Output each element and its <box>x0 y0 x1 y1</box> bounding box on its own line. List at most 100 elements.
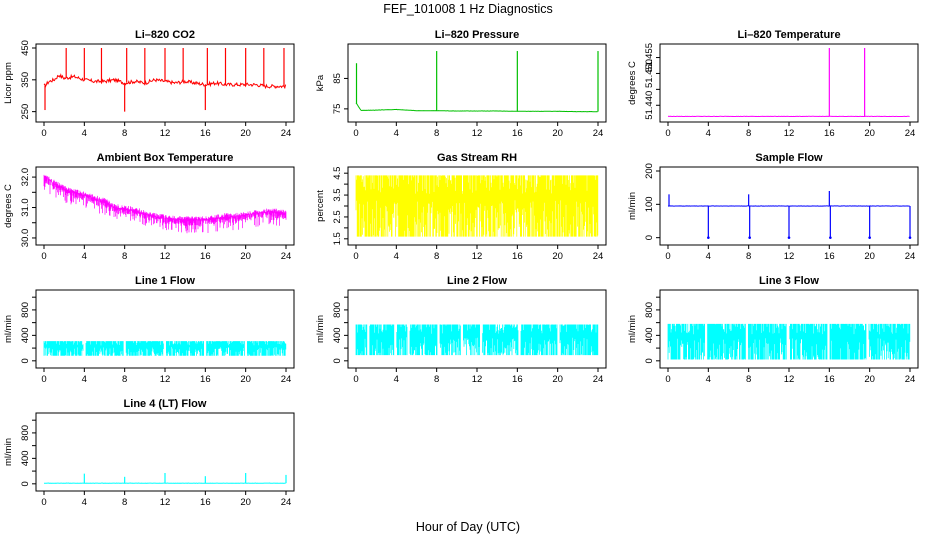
data-band <box>667 323 911 360</box>
panel-title: Line 3 Flow <box>759 275 819 287</box>
data-point <box>908 236 912 239</box>
x-tick-label: 4 <box>706 251 711 262</box>
x-tick-label: 4 <box>82 128 87 139</box>
x-tick-label: 20 <box>552 128 563 139</box>
x-tick-label: 12 <box>160 497 171 508</box>
x-tick-label: 24 <box>905 251 916 262</box>
x-tick-label: 16 <box>512 374 523 385</box>
y-axis-label: kPa <box>315 74 326 91</box>
x-tick-label: 4 <box>82 374 87 385</box>
x-tick-label: 24 <box>281 251 292 262</box>
data-band <box>355 175 599 237</box>
y-tick-label: 51.440 <box>644 91 655 120</box>
x-tick-label: 24 <box>905 128 916 139</box>
y-tick-label: 51.455 <box>644 43 655 72</box>
x-tick-label: 12 <box>784 128 795 139</box>
y-tick-label: 0 <box>20 481 31 486</box>
figure-title: FEF_101008 1 Hz Diagnostics <box>383 2 553 16</box>
y-tick-label: 31.0 <box>20 198 31 217</box>
y-tick-label: 32.0 <box>20 168 31 187</box>
x-tick-label: 0 <box>41 128 46 139</box>
chart-panel: Li–820 Pressure kPa 0 4 8 12 16 20 24 75 85 <box>315 29 607 139</box>
chart-panel: Gas Stream RH percent 0 4 8 12 16 20 24 1.5 2.5 3.5… <box>315 152 607 262</box>
data-point <box>829 236 832 239</box>
panel-title: Ambient Box Temperature <box>97 152 234 164</box>
x-tick-label: 20 <box>240 128 251 139</box>
x-tick-label: 0 <box>41 374 46 385</box>
data-series <box>43 174 287 234</box>
panel-title: Line 4 (LT) Flow <box>124 398 207 410</box>
x-tick-label: 12 <box>472 128 483 139</box>
y-tick-label: 400 <box>332 327 343 343</box>
plot-frame <box>347 43 607 123</box>
chart-panel: Line 4 (LT) Flow ml/min 0 4 8 12 16 20 24 0 400 800 <box>3 398 295 508</box>
x-tick-label: 16 <box>200 374 211 385</box>
x-tick-label: 24 <box>281 497 292 508</box>
plot-frame <box>35 166 295 246</box>
panel-title: Li–820 Pressure <box>435 29 519 41</box>
panel-title: Line 2 Flow <box>447 275 507 287</box>
y-tick-label: 2.5 <box>332 210 343 223</box>
x-tick-label: 8 <box>746 374 751 385</box>
x-tick-label: 16 <box>512 251 523 262</box>
data-series <box>355 102 598 113</box>
x-tick-label: 16 <box>512 128 523 139</box>
chart-panel: Line 1 Flow ml/min 0 4 8 12 16 20 24 0 400 800 <box>3 275 295 385</box>
data-point <box>787 236 791 239</box>
y-tick-label: 800 <box>20 425 31 441</box>
y-tick-label: 0 <box>332 358 343 363</box>
x-tick-label: 8 <box>122 251 127 262</box>
x-tick-label: 24 <box>593 374 604 385</box>
x-tick-label: 24 <box>905 374 916 385</box>
y-axis-label: ml/min <box>3 438 14 466</box>
data-point <box>748 236 751 239</box>
y-axis-label: degrees C <box>3 184 14 228</box>
x-tick-label: 12 <box>160 251 171 262</box>
x-tick-label: 8 <box>434 128 439 139</box>
x-tick-label: 12 <box>160 374 171 385</box>
chart-panel: Li–820 Temperature degrees C 0 4 8 12 16 20 24 51… <box>627 29 919 139</box>
x-tick-label: 16 <box>824 374 835 385</box>
x-tick-label: 12 <box>472 374 483 385</box>
x-tick-label: 4 <box>394 251 399 262</box>
y-axis-label: degrees C <box>627 61 638 105</box>
x-tick-label: 4 <box>394 374 399 385</box>
y-tick-label: 30.0 <box>20 229 31 248</box>
y-tick-label: 400 <box>20 327 31 343</box>
x-tick-label: 0 <box>353 128 358 139</box>
x-tick-label: 0 <box>353 251 358 262</box>
data-point <box>707 236 710 239</box>
panel-title: Sample Flow <box>755 152 823 164</box>
x-tick-label: 8 <box>746 128 751 139</box>
x-tick-label: 4 <box>706 374 711 385</box>
y-axis-label: percent <box>315 190 326 222</box>
x-tick-label: 0 <box>41 251 46 262</box>
panel-title: Li–820 CO2 <box>135 29 195 41</box>
y-tick-label: 350 <box>20 72 31 88</box>
chart-panel: Sample Flow ml/min 0 4 8 12 16 20 24 0 100 200 <box>627 152 919 262</box>
x-tick-label: 24 <box>281 128 292 139</box>
x-tick-label: 0 <box>665 128 670 139</box>
x-tick-label: 24 <box>281 374 292 385</box>
y-tick-label: 4.5 <box>332 167 343 180</box>
chart-panel: Line 3 Flow ml/min 0 4 8 12 16 20 24 0 400 800 <box>627 275 919 385</box>
x-tick-label: 16 <box>200 251 211 262</box>
x-tick-label: 20 <box>240 374 251 385</box>
y-tick-label: 75 <box>332 104 343 115</box>
x-tick-label: 20 <box>240 497 251 508</box>
x-tick-label: 12 <box>160 128 171 139</box>
x-tick-label: 16 <box>824 251 835 262</box>
y-tick-label: 3.5 <box>332 188 343 201</box>
y-tick-label: 85 <box>332 73 343 84</box>
x-tick-label: 16 <box>200 497 211 508</box>
panel-title: Line 1 Flow <box>135 275 195 287</box>
x-tick-label: 0 <box>665 374 670 385</box>
x-tick-label: 4 <box>82 497 87 508</box>
x-tick-label: 8 <box>122 497 127 508</box>
x-tick-label: 20 <box>864 128 875 139</box>
y-tick-label: 400 <box>20 450 31 466</box>
y-tick-label: 0 <box>644 358 655 363</box>
chart-panel: Li–820 CO2 Licor ppm 0 4 8 12 16 20 24 250 350 450 <box>3 29 295 139</box>
y-tick-label: 0 <box>644 235 655 240</box>
